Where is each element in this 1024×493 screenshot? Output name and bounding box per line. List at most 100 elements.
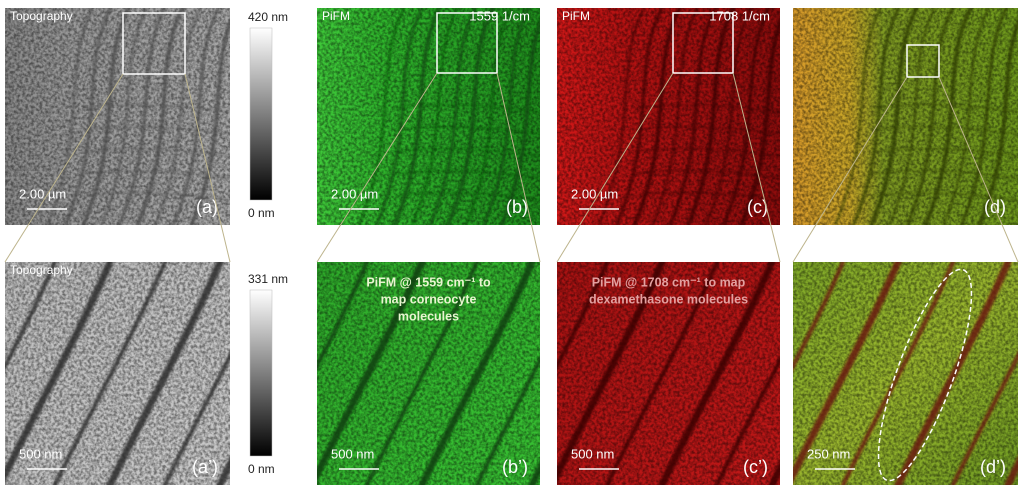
stripe: [686, 8, 736, 225]
scale-bar-label: 500 nm: [19, 446, 62, 461]
image: [793, 262, 1018, 485]
panel-label: (a): [196, 197, 218, 217]
stripe: [163, 351, 230, 485]
stripe: [411, 8, 459, 225]
annotation: PiFM @ 1708 cm⁻¹ to map: [592, 275, 746, 289]
stripe: [942, 8, 990, 225]
stripe: [375, 8, 424, 225]
image-panel: (d): [793, 8, 1018, 225]
stripe: [317, 262, 369, 371]
stripes: [834, 8, 1018, 225]
stripe: [83, 126, 230, 135]
wavenumber-label: 1559 1/cm: [469, 8, 530, 23]
stripe: [951, 351, 1018, 485]
stripe: [154, 8, 202, 225]
stripe: [871, 148, 1018, 157]
stripe: [634, 126, 780, 135]
image-texture: [317, 262, 540, 485]
channel-label: PiFM: [322, 9, 350, 23]
colorbar-gradient: [249, 289, 273, 457]
image: [317, 8, 540, 225]
stripe: [394, 126, 540, 135]
stripe: [53, 262, 167, 485]
colorbar: 420 nm 0 nm: [248, 10, 288, 220]
stripe: [852, 8, 900, 225]
stripe: [135, 8, 185, 225]
stripe: [81, 8, 131, 225]
image-panel: Topography 2.00 µm (a): [5, 8, 230, 225]
panel-label: (d): [984, 197, 1006, 217]
stripe: [615, 8, 664, 225]
stripe: [871, 126, 1018, 135]
stripe: [418, 262, 536, 485]
stripe: [651, 8, 699, 225]
annotation: dexamethasone molecules: [589, 292, 748, 306]
stripe: [394, 148, 540, 157]
zoom-box: [122, 12, 186, 75]
scale-bar-label: 250 nm: [807, 446, 850, 461]
stripe: [464, 8, 512, 225]
channel-label: Topography: [10, 263, 73, 277]
image: [793, 8, 1018, 225]
stripe: [100, 8, 148, 225]
stripe: [106, 262, 224, 485]
stripe: [392, 8, 442, 225]
stripe: [83, 148, 230, 157]
stripe: [317, 262, 426, 483]
image-texture: [557, 262, 780, 485]
colorbar-gradient: [249, 27, 273, 201]
stripe: [634, 170, 780, 179]
scale-bar-label: 2.00 µm: [331, 186, 378, 201]
stripe: [923, 8, 973, 225]
stripe: [888, 8, 936, 225]
stripe: [739, 17, 780, 225]
colorbar-max: 420 nm: [248, 10, 288, 24]
stripes: [5, 262, 230, 485]
image-panel: Topography 500 nm (a’): [5, 262, 230, 485]
channel-label: PiFM: [562, 9, 590, 23]
image: [557, 262, 780, 485]
zoom-box: [672, 12, 734, 74]
stripe: [5, 262, 114, 483]
stripe: [704, 8, 752, 225]
stripe: [722, 8, 771, 225]
image: [557, 8, 780, 225]
scale-bar-label: 500 nm: [571, 446, 614, 461]
stripe: [189, 17, 230, 225]
scale-bar-label: 500 nm: [331, 446, 374, 461]
annotation: map corneocyte: [381, 292, 477, 306]
stripe: [834, 8, 882, 225]
colorbar-min: 0 nm: [248, 462, 275, 476]
panel-label: (b’): [502, 457, 528, 477]
colorbar-max: 331 nm: [248, 272, 288, 286]
stripe: [118, 8, 166, 225]
panel-label: (a’): [192, 457, 218, 477]
panel-label: (c’): [743, 457, 768, 477]
image-panel: 250 nm (d’): [793, 262, 1018, 485]
stripe: [557, 262, 666, 483]
stripe: [634, 148, 780, 157]
annotation: molecules: [398, 309, 459, 323]
stripes: [793, 262, 1018, 485]
stripe: [46, 8, 94, 225]
stripes: [46, 8, 230, 225]
panel-label: (d’): [980, 457, 1006, 477]
image-panel: PiFM 1559 1/cm 2.00 µm (b): [317, 8, 540, 225]
stripe: [871, 192, 1018, 201]
annotation: PiFM @ 1559 cm⁻¹ to: [366, 275, 491, 289]
stripe: [446, 8, 496, 225]
stripe: [365, 262, 479, 485]
stripes: [597, 8, 780, 225]
stripe: [83, 104, 230, 113]
image-texture: [793, 262, 1018, 485]
stripe: [499, 17, 540, 225]
stripe: [428, 8, 477, 225]
panel-label: (b): [506, 197, 528, 217]
stripe: [715, 355, 780, 485]
image-texture: [5, 262, 230, 485]
stripe: [64, 8, 112, 225]
channel-label: Topography: [10, 9, 73, 23]
image-panel: PiFM 1708 1/cm 2.00 µm (c): [557, 8, 780, 225]
stripe: [634, 192, 780, 201]
